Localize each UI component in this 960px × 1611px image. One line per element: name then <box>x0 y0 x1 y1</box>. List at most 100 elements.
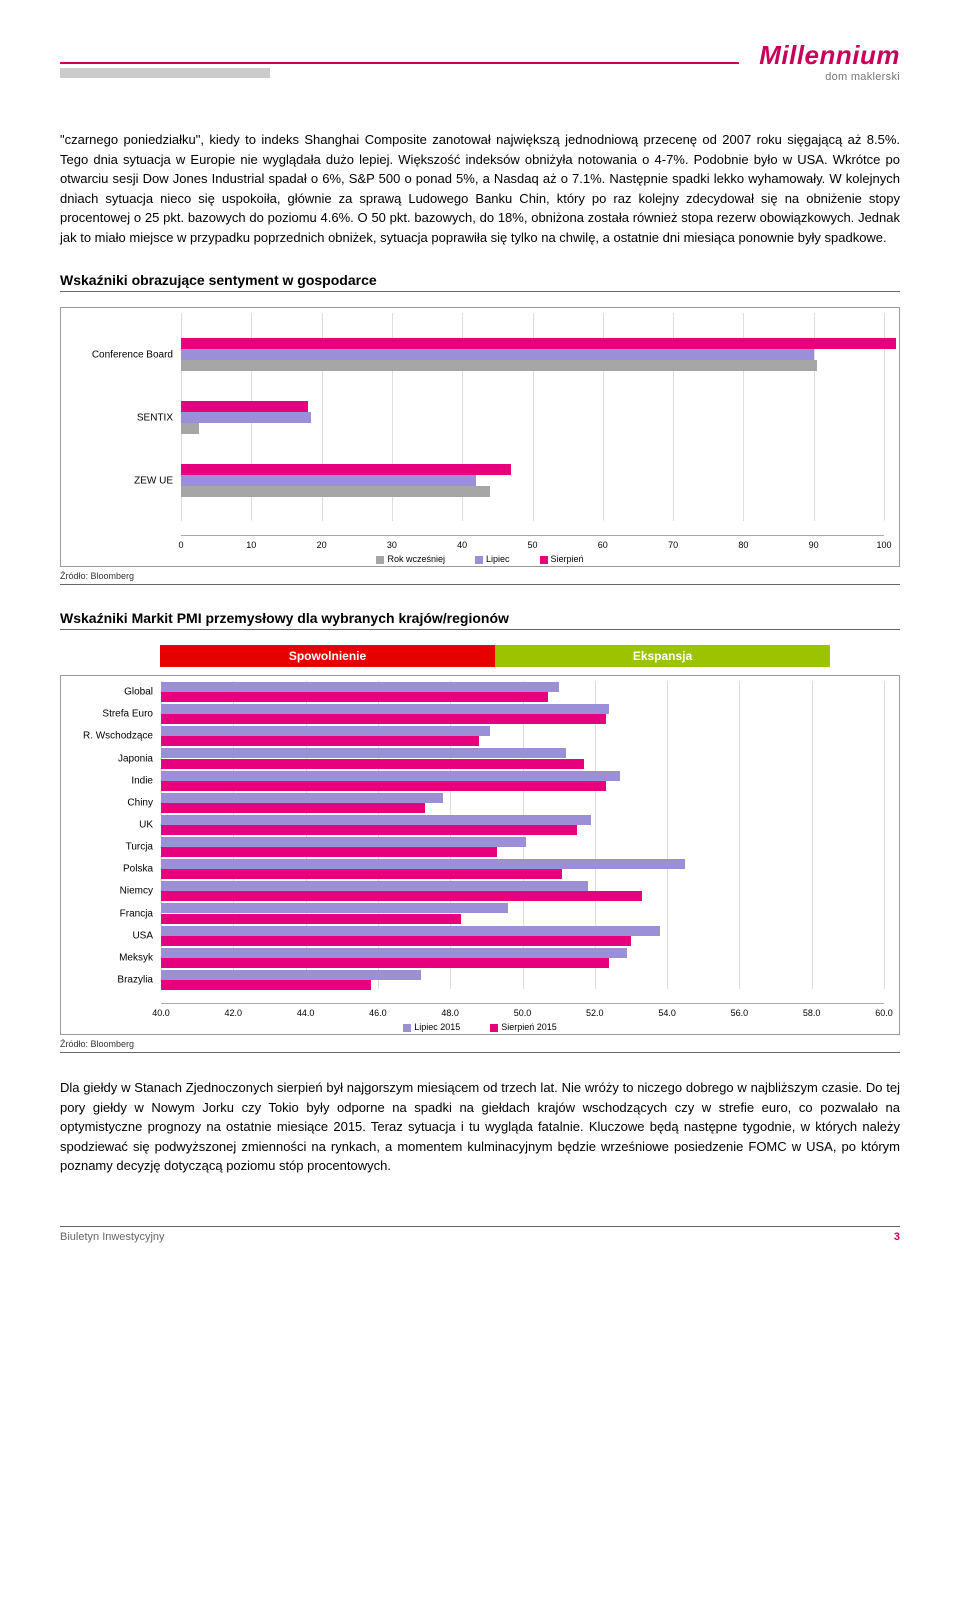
x-tick: 52.0 <box>586 1008 604 1018</box>
y-label: Japonia <box>61 753 153 764</box>
x-tick: 42.0 <box>225 1008 243 1018</box>
y-label: R. Wschodzące <box>61 731 153 742</box>
y-label: UK <box>61 819 153 830</box>
bar <box>161 748 566 758</box>
bar <box>161 759 584 769</box>
bar <box>161 914 461 924</box>
paragraph-1: "czarnego poniedziałku", kiedy to indeks… <box>60 130 900 247</box>
y-label: USA <box>61 930 153 941</box>
source-2: Źródło: Bloomberg <box>60 1035 900 1053</box>
pmi-header-bar: Spowolnienie Ekspansja <box>160 645 830 667</box>
bar <box>181 475 476 486</box>
pmi-slowdown-label: Spowolnienie <box>160 645 495 667</box>
x-tick: 56.0 <box>731 1008 749 1018</box>
x-tick: 58.0 <box>803 1008 821 1018</box>
y-label: Turcja <box>61 842 153 853</box>
y-label: Niemcy <box>61 886 153 897</box>
y-label: Meksyk <box>61 952 153 963</box>
y-label: Conference Board <box>61 349 173 360</box>
bar <box>161 815 591 825</box>
x-tick: 46.0 <box>369 1008 387 1018</box>
section2-title: Wskaźniki Markit PMI przemysłowy dla wyb… <box>60 610 900 630</box>
x-tick: 48.0 <box>441 1008 459 1018</box>
bar <box>161 869 562 879</box>
pmi-expansion-label: Ekspansja <box>495 645 830 667</box>
bar <box>161 847 497 857</box>
footer-page-number: 3 <box>894 1231 900 1243</box>
bar <box>161 771 620 781</box>
x-tick: 20 <box>317 540 327 550</box>
sentiment-chart: 0 10 20 30 40 50 60 70 80 90 100 Conference Board SE… <box>60 307 900 567</box>
bar <box>161 936 631 946</box>
bar <box>161 903 508 913</box>
bar <box>161 781 606 791</box>
x-tick: 30 <box>387 540 397 550</box>
legend-item: Sierpień 2015 <box>490 1022 557 1032</box>
bar <box>161 881 588 891</box>
footer-title: Biuletyn Inwestycyjny <box>60 1231 165 1243</box>
bar <box>161 926 660 936</box>
x-tick: 70 <box>668 540 678 550</box>
y-label: SENTIX <box>61 412 173 423</box>
bar <box>181 486 490 497</box>
logo-main: Millennium <box>759 40 900 71</box>
bar <box>161 859 685 869</box>
y-label: Indie <box>61 775 153 786</box>
bar <box>161 682 559 692</box>
bar <box>161 692 548 702</box>
logo: Millennium dom maklerski <box>739 40 900 83</box>
source-1: Źródło: Bloomberg <box>60 567 900 585</box>
paragraph-2: Dla giełdy w Stanach Zjednoczonych sierp… <box>60 1078 900 1176</box>
y-label: Francja <box>61 908 153 919</box>
bar <box>161 793 443 803</box>
x-tick: 90 <box>809 540 819 550</box>
bar <box>161 980 371 990</box>
x-tick: 60.0 <box>875 1008 893 1018</box>
bar <box>181 412 311 423</box>
bar <box>181 360 817 371</box>
page-header: Millennium dom maklerski <box>60 40 900 90</box>
y-label: Chiny <box>61 797 153 808</box>
y-label: Global <box>61 687 153 698</box>
legend-item: Lipiec 2015 <box>403 1022 460 1032</box>
bar <box>181 464 511 475</box>
x-tick: 50.0 <box>514 1008 532 1018</box>
bar <box>161 970 421 980</box>
x-tick: 10 <box>246 540 256 550</box>
x-tick: 80 <box>738 540 748 550</box>
page-footer: Biuletyn Inwestycyjny 3 <box>60 1226 900 1243</box>
bar <box>161 958 609 968</box>
bar <box>161 948 627 958</box>
bar <box>181 401 308 412</box>
y-label: Strefa Euro <box>61 709 153 720</box>
bar <box>161 803 425 813</box>
section1-title: Wskaźniki obrazujące sentyment w gospoda… <box>60 272 900 292</box>
x-tick: 44.0 <box>297 1008 315 1018</box>
bar <box>161 714 606 724</box>
bar <box>161 891 642 901</box>
bar <box>161 825 577 835</box>
bar <box>181 423 199 434</box>
y-label: ZEW UE <box>61 475 173 486</box>
x-tick: 40.0 <box>152 1008 170 1018</box>
x-tick: 40 <box>457 540 467 550</box>
bar <box>181 349 814 360</box>
bar <box>161 704 609 714</box>
legend-item: Lipiec <box>475 554 510 564</box>
bar <box>181 338 896 349</box>
bar <box>161 736 479 746</box>
x-tick: 100 <box>876 540 891 550</box>
bar <box>161 726 490 736</box>
x-tick: 54.0 <box>658 1008 676 1018</box>
legend-item: Sierpień <box>540 554 584 564</box>
x-tick: 60 <box>598 540 608 550</box>
header-gray-block <box>60 68 270 78</box>
legend-item: Rok wcześniej <box>376 554 445 564</box>
bar <box>161 837 526 847</box>
y-label: Brazylia <box>61 974 153 985</box>
x-tick: 0 <box>178 540 183 550</box>
logo-sub: dom maklerski <box>759 71 900 83</box>
y-label: Polska <box>61 864 153 875</box>
x-tick: 50 <box>527 540 537 550</box>
pmi-chart: 40.0 42.0 44.0 46.0 48.0 50.0 52.0 54.0 56.0 58.0… <box>60 675 900 1035</box>
